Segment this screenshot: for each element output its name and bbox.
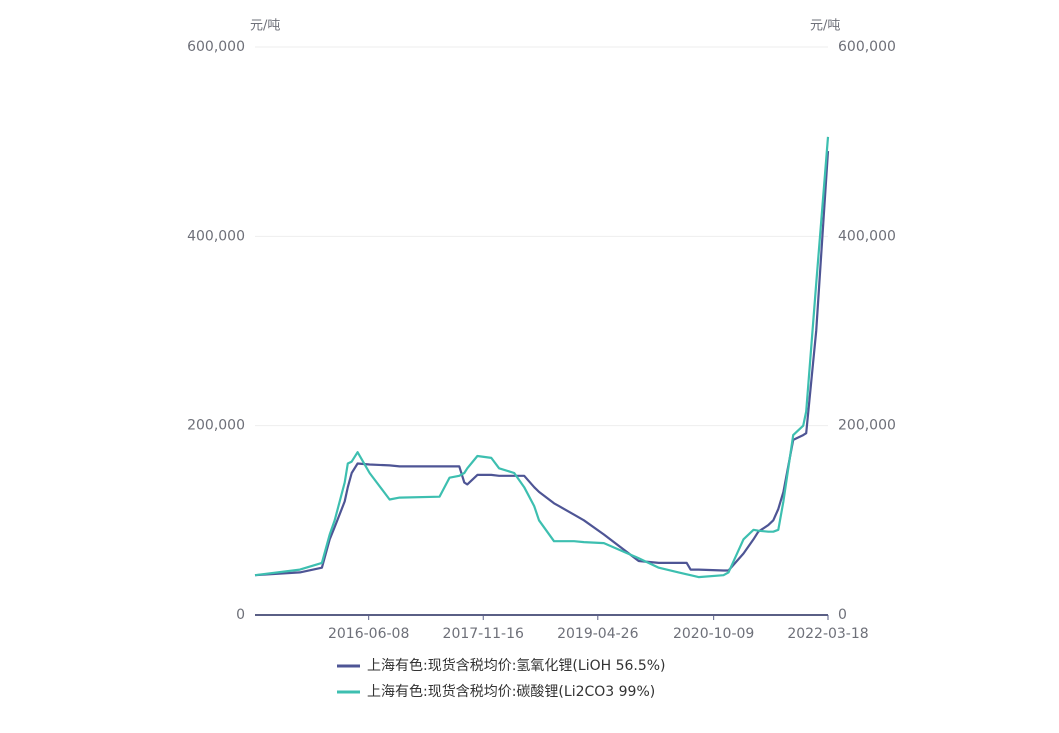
x-tick-label: 2016-06-08	[328, 626, 409, 642]
series-line	[254, 151, 830, 577]
y-tick-label: 200,000	[187, 418, 245, 434]
x-tick-label: 2022-03-18	[787, 626, 868, 642]
legend-text: 上海有色:现货含税均价:碳酸锂(Li2CO3 99%)	[367, 683, 655, 700]
y-tick-label: 600,000	[187, 39, 245, 55]
x-tick-label: 2020-10-09	[673, 626, 754, 642]
y2-axis-unit: 元/吨	[810, 19, 840, 34]
y-tick-label: 400,000	[187, 228, 245, 244]
y2-tick-label: 0	[838, 607, 847, 623]
y2-tick-label: 400,000	[838, 228, 896, 244]
x-tick-label: 2019-04-26	[557, 626, 638, 642]
x-tick-label: 2017-11-16	[443, 626, 524, 642]
y-tick-label: 0	[236, 607, 245, 623]
y2-tick-label: 600,000	[838, 39, 896, 55]
legend-text: 上海有色:现货含税均价:氢氧化锂(LiOH 56.5%)	[367, 657, 666, 674]
series-line	[254, 136, 830, 579]
y2-tick-label: 200,000	[838, 418, 896, 434]
y-axis-unit: 元/吨	[250, 19, 280, 34]
